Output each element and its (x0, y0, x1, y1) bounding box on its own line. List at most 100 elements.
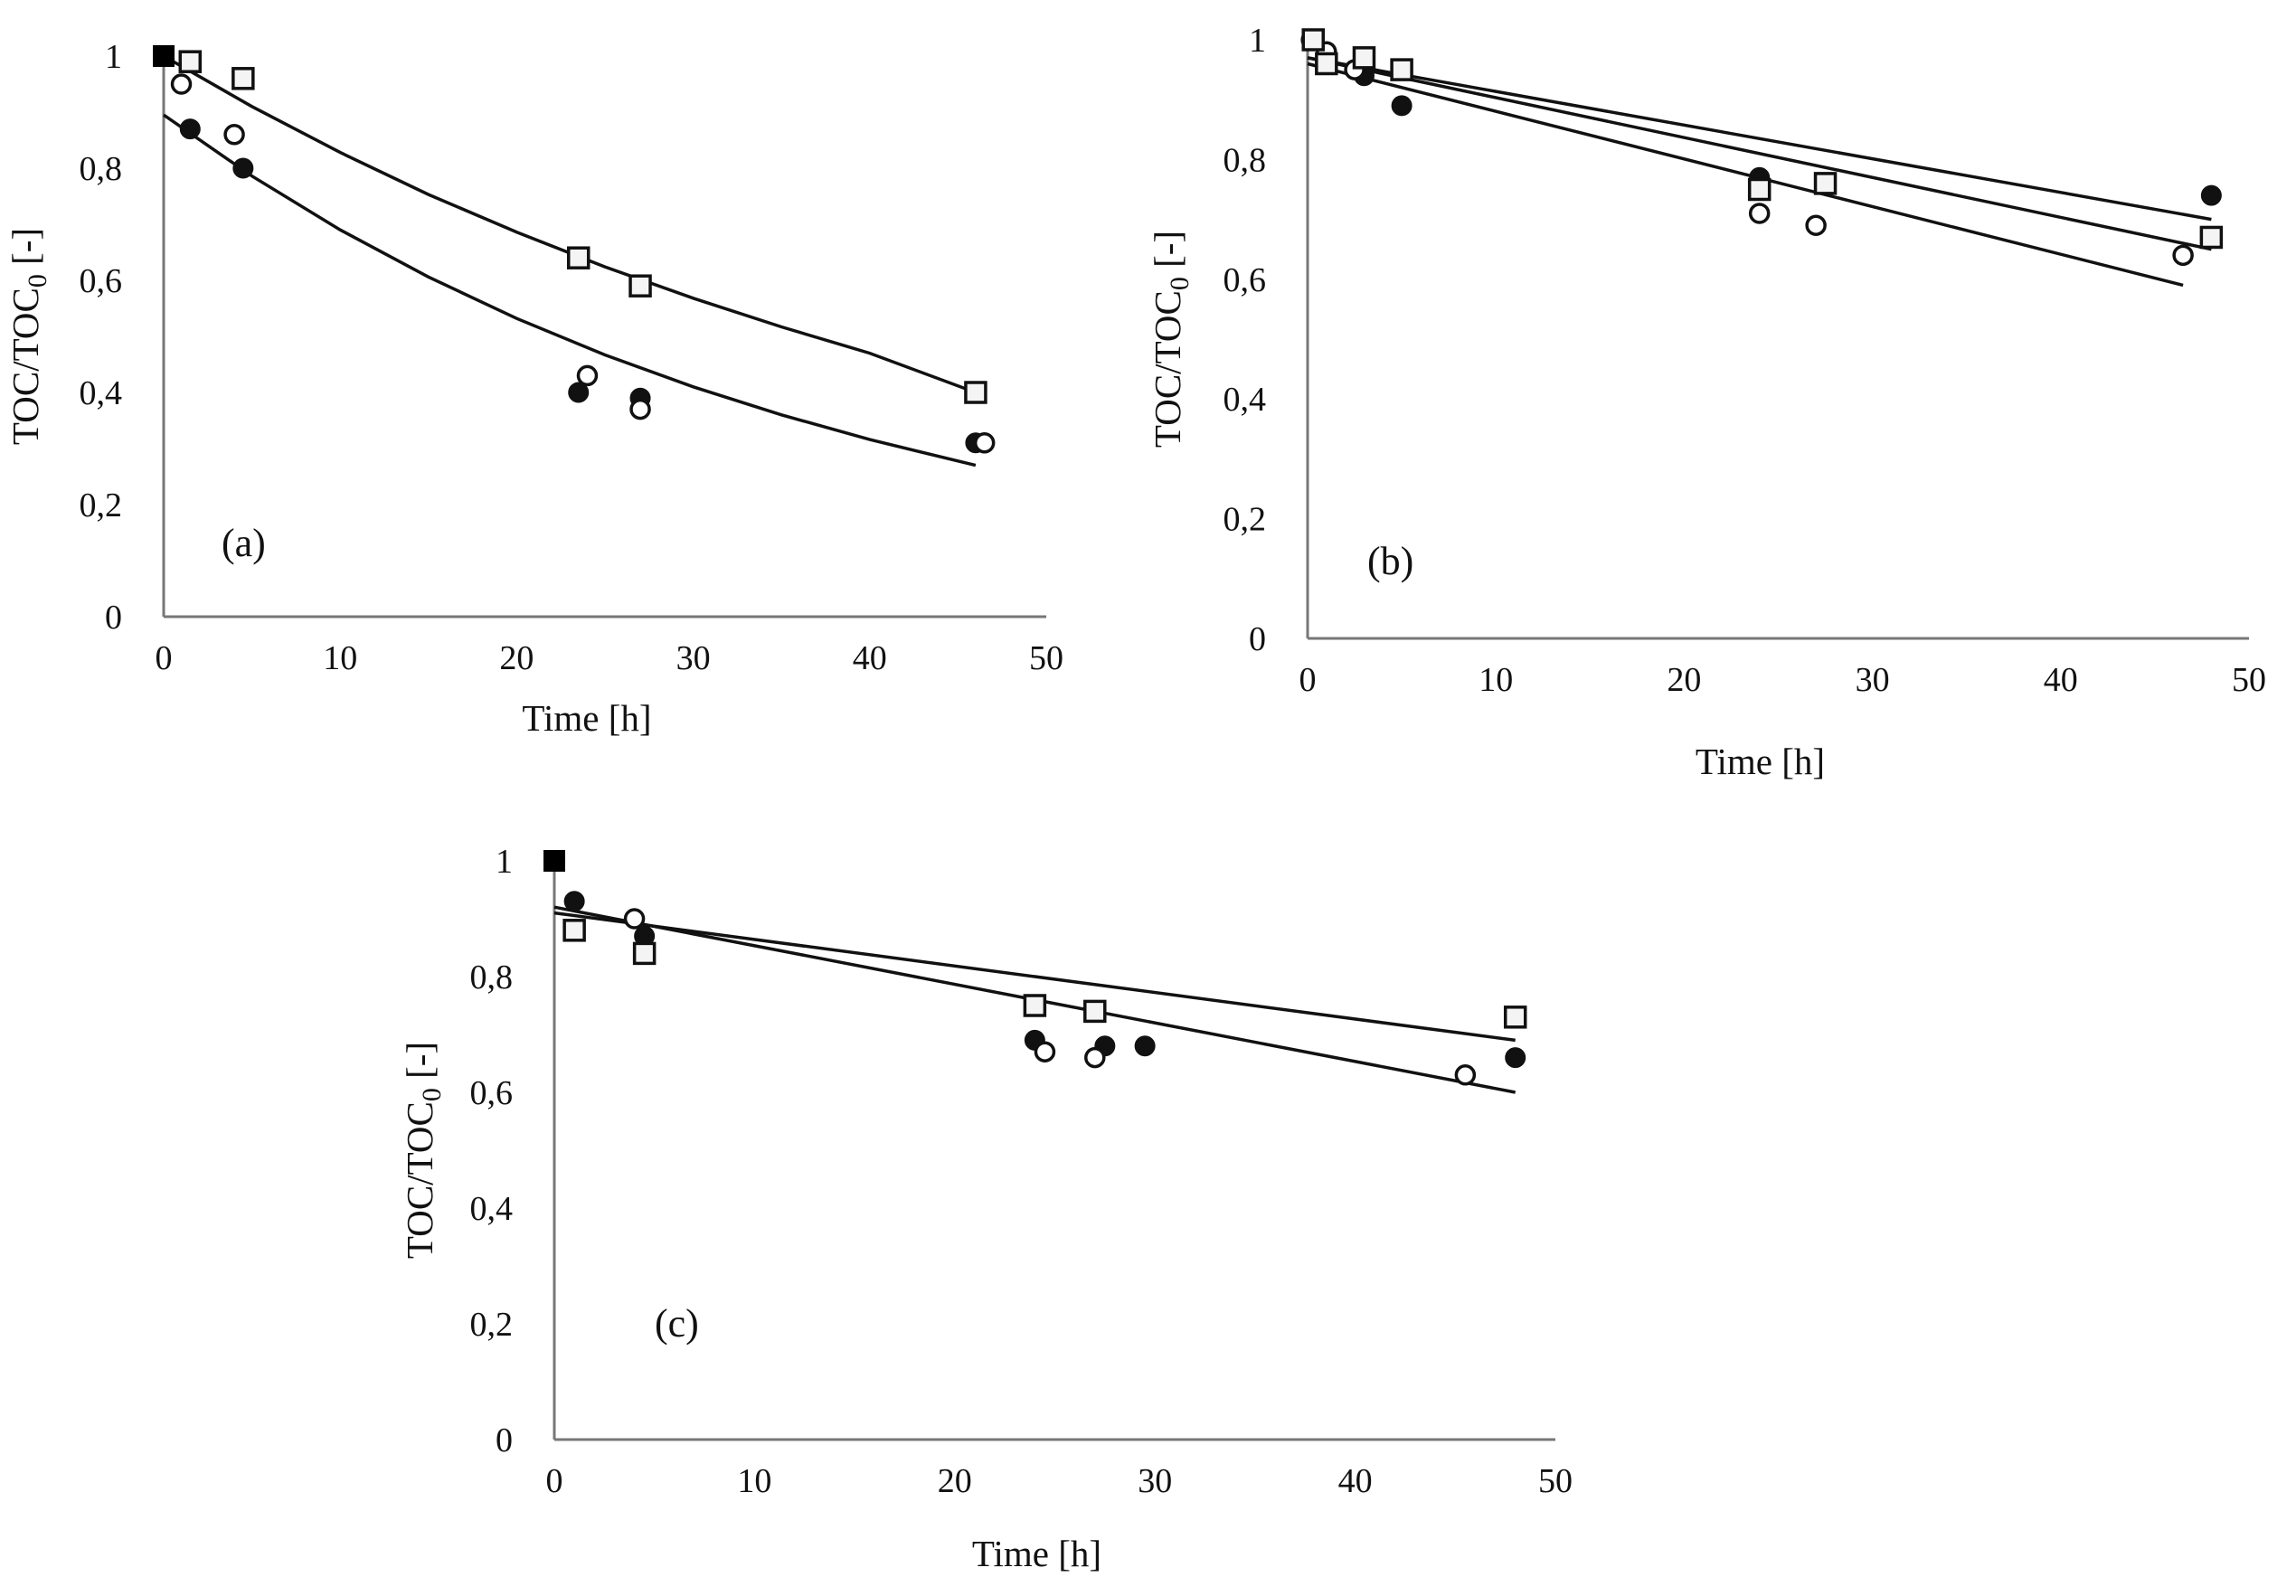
panel-c-label: (c) (655, 1301, 699, 1346)
panel-a-y-axis-title: TOC/TOC0 [-] (5, 228, 52, 445)
panel-b-point-open-square (1747, 177, 1772, 202)
panel-a-point-open-square (178, 50, 203, 73)
panel-b-y-title-tail: [-] (1147, 231, 1188, 277)
panel-c-point-open-circle (1454, 1064, 1477, 1086)
panel-a-x-tick-label: 40 (853, 639, 887, 677)
panel-c-x-tick-label: 50 (1538, 1462, 1573, 1500)
panel-a-point-open-square (231, 67, 255, 90)
panel-a-point-filled-square (153, 45, 175, 67)
panel-b-y-tick-label: 1 (1249, 22, 1266, 60)
panel-b-y-tick-label: 0,8 (1224, 141, 1267, 179)
panel-a-fit-line-1 (163, 54, 977, 394)
panel-b-fit-line-2 (1307, 56, 2212, 251)
panel-b-point-open-circle (1748, 203, 1771, 224)
panel-a-y-tick-label: 0,4 (80, 374, 123, 412)
panel-a-point-filled-circle (568, 382, 590, 403)
panel-a-point-open-circle (576, 364, 599, 387)
panel-a-x-axis-title: Time [h] (522, 697, 651, 739)
panel-a-y-tick-label: 1 (105, 38, 122, 76)
panel-c-point-filled-circle (1505, 1047, 1526, 1069)
panel-c-x-axis-title: Time [h] (972, 1533, 1101, 1574)
panel-b-x-tick-label: 20 (1667, 661, 1701, 699)
panel-b-y-tick-label: 0 (1249, 620, 1266, 658)
panel-c-y-tick-label: 0 (496, 1421, 513, 1459)
panel-b-x-tick-label: 10 (1479, 661, 1513, 699)
panel-b-point-open-square (1315, 52, 1338, 76)
panel-c-point-open-circle (623, 908, 646, 930)
panel-b-x-axis-title: Time [h] (1696, 741, 1825, 782)
panel-b-fit-line-1 (1307, 56, 2212, 222)
panel-c-point-open-square (632, 941, 657, 966)
panel-b-y-axis-title: TOC/TOC0 [-] (1147, 231, 1195, 448)
panel-a: 0 10 20 30 40 50 0 0,2 0,4 0,6 0,8 1 Time [h] TOC/TOC… (5, 38, 1063, 739)
panel-c-y-title-tail: [-] (399, 1042, 440, 1088)
panel-a-x-tick-label: 0 (156, 639, 173, 677)
panel-b-x-tick-label: 50 (2232, 661, 2266, 699)
panel-b-point-open-circle (2172, 244, 2194, 267)
panel-c-x-tick-label: 20 (938, 1462, 972, 1500)
panel-c-point-open-square (1023, 994, 1047, 1017)
panel-a-y-tick-label: 0,8 (80, 150, 123, 188)
panel-a-point-open-square (964, 381, 987, 404)
panel-c-y-axis-title: TOC/TOC0 [-] (399, 1042, 447, 1259)
panel-c-x-tick-label: 0 (546, 1462, 563, 1500)
panel-a-point-open-square (566, 246, 591, 269)
panel-a-point-open-circle (973, 432, 996, 454)
panel-a-x-tick-label: 30 (676, 639, 711, 677)
panel-a-point-open-square (628, 274, 652, 297)
panel-c-y-tick-label: 0,8 (470, 959, 514, 996)
panel-c-x-tick-label: 40 (1338, 1462, 1373, 1500)
panel-c-fit-line-1 (553, 911, 1516, 1043)
panel-a-point-open-circle (629, 398, 651, 420)
panel-a-y-title-main: TOC/TOC (5, 288, 46, 445)
panel-a-point-filled-circle (179, 118, 201, 140)
panel-c-point-open-circle (1034, 1041, 1056, 1062)
panel-c: 0 10 20 30 40 50 0 0,2 0,4 0,6 0,8 1 Time [h] TOC/TOC… (399, 843, 1573, 1574)
panel-a-x-tick-label: 20 (499, 639, 534, 677)
panel-c-y-title-main: TOC/TOC (399, 1101, 440, 1259)
panel-a-fit-line-2 (163, 113, 977, 467)
panel-b-x-tick-label: 40 (2044, 661, 2078, 699)
panel-a-label: (a) (222, 521, 266, 565)
panel-b-label: (b) (1367, 539, 1413, 583)
panel-b-point-open-square (1390, 58, 1413, 81)
panel-a-y-title-tail: [-] (5, 228, 46, 274)
panel-c-y-title-sub: 0 (417, 1088, 447, 1101)
panel-b-point-open-square (1352, 46, 1376, 70)
panel-c-point-filled-square (543, 850, 565, 872)
panel-c-y-tick-label: 0,6 (470, 1074, 514, 1112)
panel-b-y-title-main: TOC/TOC (1147, 290, 1188, 448)
panel-c-point-open-square (562, 919, 586, 942)
panel-b-y-tick-label: 0,4 (1224, 381, 1267, 419)
panel-c-point-open-circle (1084, 1046, 1106, 1069)
panel-b: 0 10 20 30 40 50 0 0,2 0,4 0,6 0,8 1 Time [h] TOC/TOC… (1147, 22, 2266, 782)
panel-a-point-open-circle (223, 124, 245, 146)
panel-b-point-open-square (1301, 28, 1325, 52)
panel-b-point-filled-circle (1391, 95, 1413, 117)
panel-a-x-tick-label: 50 (1029, 639, 1063, 677)
panel-b-x-tick-label: 30 (1856, 661, 1890, 699)
panel-c-point-filled-circle (1134, 1035, 1156, 1057)
panel-c-x-tick-label: 10 (737, 1462, 771, 1500)
panel-a-point-open-circle (170, 73, 193, 95)
panel-b-point-open-square (2199, 225, 2224, 250)
panel-b-point-open-square (1813, 172, 1838, 195)
panel-a-y-tick-label: 0 (105, 599, 122, 637)
panel-c-x-tick-label: 30 (1138, 1462, 1172, 1500)
panel-b-y-tick-label: 0,6 (1224, 261, 1267, 299)
panel-c-y-tick-label: 0,2 (470, 1306, 514, 1344)
panel-b-point-filled-circle (2200, 184, 2222, 206)
panel-a-y-tick-label: 0,2 (80, 486, 123, 524)
panel-b-point-open-circle (1805, 214, 1827, 236)
panel-c-point-filled-circle (563, 891, 585, 912)
panel-a-y-tick-label: 0,6 (80, 262, 123, 300)
panel-c-y-tick-label: 1 (496, 843, 513, 881)
panel-a-y-title-sub: 0 (23, 274, 52, 288)
panel-b-y-tick-label: 0,2 (1224, 501, 1267, 539)
panel-b-y-title-sub: 0 (1165, 277, 1195, 290)
panel-c-point-open-square (1503, 1006, 1527, 1029)
panel-a-point-filled-circle (232, 157, 254, 179)
panel-c-y-tick-label: 0,4 (470, 1190, 514, 1228)
panel-b-x-tick-label: 0 (1299, 661, 1317, 699)
